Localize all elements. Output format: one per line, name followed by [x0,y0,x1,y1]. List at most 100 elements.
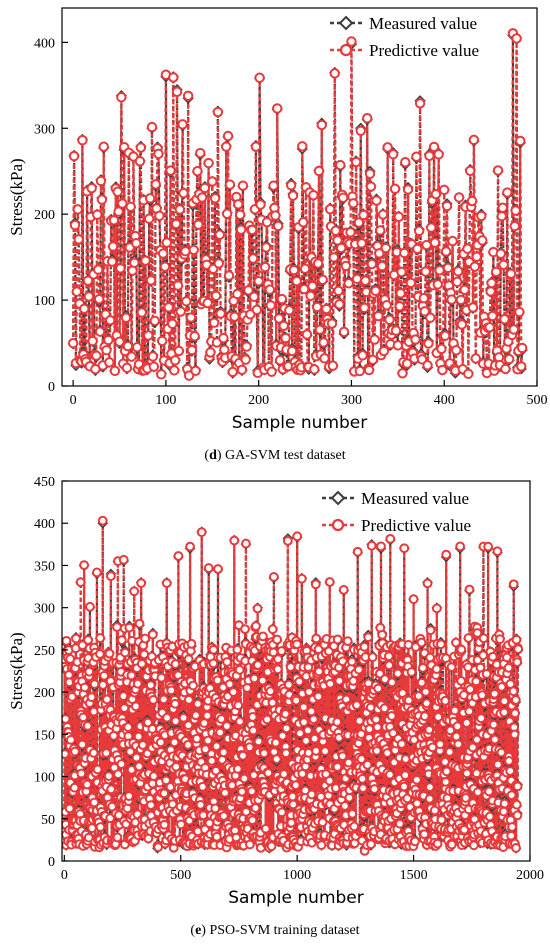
y-tick-label: 300 [34,122,55,137]
point-predictive [304,686,314,697]
point-predictive [246,224,258,236]
point-predictive [147,629,158,640]
point-predictive [321,303,332,315]
point-predictive [268,180,279,191]
point-predictive [195,799,206,810]
point-predictive [144,213,155,224]
point-predictive [332,717,343,727]
point-predictive [220,787,230,798]
point-predictive [95,822,106,832]
y-tick-label: 300 [34,602,55,617]
point-predictive [394,301,405,312]
point-predictive [272,634,283,645]
point-predictive [343,278,354,289]
point-predictive [148,694,159,705]
point-predictive [221,208,233,219]
point-predictive [427,742,438,753]
point-predictive [177,119,188,130]
point-predictive [500,363,511,375]
x-tick-label: 300 [341,393,362,408]
point-predictive [112,622,122,632]
point-predictive [509,220,520,232]
point-predictive [125,201,136,212]
point-predictive [131,752,142,763]
point-predictive [180,246,191,257]
point-predictive [212,106,224,118]
point-predictive [250,141,262,152]
point-predictive [161,775,171,786]
point-predictive [393,211,404,223]
point-predictive [265,300,276,311]
point-predictive [186,344,198,356]
point-predictive [241,538,251,549]
point-predictive [272,664,283,675]
point-predictive [385,533,396,544]
point-predictive [423,338,434,349]
point-predictive [218,332,229,344]
point-predictive [221,141,232,152]
point-predictive [129,586,140,597]
point-predictive [364,168,376,179]
point-predictive [470,353,481,364]
point-predictive [251,621,261,631]
point-predictive [420,686,431,697]
point-predictive [451,345,462,356]
point-predictive [436,814,447,825]
point-predictive [317,274,328,286]
point-predictive [212,675,223,686]
point-predictive [288,264,300,276]
point-predictive [202,297,213,309]
point-predictive [505,766,516,776]
point-predictive [175,306,186,317]
point-predictive [336,242,347,254]
point-predictive [173,551,184,561]
point-predictive [498,806,509,817]
plot-frame [61,480,531,862]
point-predictive [356,238,367,249]
point-predictive [299,263,311,274]
point-predictive [83,291,95,302]
point-predictive [82,720,93,731]
point-predictive [495,248,507,259]
point-predictive [109,365,121,377]
point-predictive [284,305,295,316]
x-tick-label: 100 [155,393,176,408]
point-predictive [240,354,251,365]
point-predictive [425,652,436,663]
point-predictive [260,823,271,834]
point-predictive [332,634,343,645]
point-predictive [96,194,108,205]
point-predictive [86,692,97,703]
point-predictive [241,341,252,352]
point-predictive [125,746,136,757]
point-predictive [156,335,168,347]
point-predictive [120,647,130,658]
point-predictive [102,694,112,705]
point-predictive [367,652,378,663]
point-predictive [380,242,391,254]
point-predictive [487,651,498,662]
point-predictive [126,670,137,681]
point-predictive [87,335,98,347]
point-predictive [294,676,305,687]
point-predictive [487,310,498,322]
point-predictive [79,682,90,693]
point-predictive [208,317,220,328]
point-predictive [367,354,378,365]
point-predictive [317,817,328,828]
point-predictive [424,724,435,735]
point-predictive [307,280,318,292]
point-predictive [222,657,232,667]
point-predictive [455,294,467,306]
point-predictive [350,156,362,168]
point-predictive [282,535,293,546]
point-predictive [366,258,378,270]
point-predictive [432,279,443,290]
point-predictive [229,535,240,546]
legend-entry: Predictive value [322,516,471,535]
point-predictive [215,308,226,319]
point-predictive [445,725,456,736]
point-predictive [271,754,282,764]
point-predictive [169,355,181,366]
point-predictive [384,660,395,671]
